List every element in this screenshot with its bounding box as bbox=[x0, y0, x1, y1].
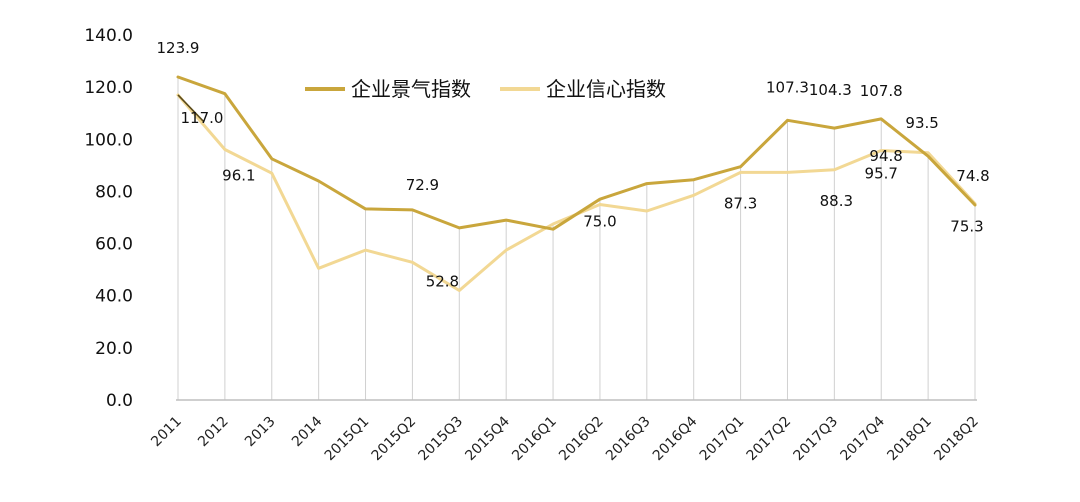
data-label: 117.0 bbox=[181, 109, 224, 127]
y-tick-label: 40.0 bbox=[95, 287, 133, 307]
y-axis: 0.0 20.0 40.0 60.0 80.0 100.0 120.0 140.0 bbox=[84, 26, 133, 411]
data-label: 75.3 bbox=[950, 218, 983, 236]
x-tick-label: 2011 bbox=[148, 414, 185, 451]
data-label: 88.3 bbox=[820, 192, 853, 210]
x-tick-label: 2017Q1 bbox=[697, 414, 748, 465]
x-tick-label: 2016Q3 bbox=[603, 414, 654, 465]
data-label: 72.9 bbox=[406, 176, 439, 194]
x-tick-label: 2017Q4 bbox=[837, 413, 888, 464]
y-tick-label: 140.0 bbox=[84, 26, 133, 46]
y-tick-label: 120.0 bbox=[84, 78, 133, 98]
legend: 企业景气指数 企业信心指数 bbox=[305, 77, 666, 101]
y-tick-label: 60.0 bbox=[95, 235, 133, 255]
label-leader-line bbox=[177, 94, 205, 123]
x-tick-label: 2015Q2 bbox=[369, 414, 420, 465]
x-tick-label: 2015Q3 bbox=[416, 414, 467, 465]
series-lines bbox=[176, 75, 977, 292]
x-axis: 2011 2012 2013 20142015Q12015Q22015Q32015Q4… bbox=[148, 399, 982, 465]
y-tick-label: 20.0 bbox=[95, 339, 133, 359]
data-label: 96.1 bbox=[222, 166, 255, 184]
data-label: 107.8 bbox=[860, 82, 903, 100]
x-tick-label: 2017Q2 bbox=[744, 414, 795, 465]
y-tick-label: 100.0 bbox=[84, 130, 133, 150]
x-tick-label: 2013 bbox=[242, 414, 279, 451]
data-labels: 123.9 117.0 96.1 72.9 52.8 75.0 107.3 104.3 107.… bbox=[157, 39, 990, 290]
x-tick-label: 2017Q3 bbox=[791, 414, 842, 465]
x-tick-label: 2015Q4 bbox=[462, 413, 513, 464]
y-tick-label: 0.0 bbox=[106, 391, 133, 411]
data-label: 123.9 bbox=[157, 39, 200, 57]
series-line-business-climate bbox=[176, 75, 977, 231]
x-tick-label: 2016Q2 bbox=[556, 414, 607, 465]
y-tick-label: 80.0 bbox=[95, 182, 133, 202]
gridlines bbox=[177, 76, 976, 400]
legend-label-business-climate: 企业景气指数 bbox=[351, 77, 471, 101]
data-label: 87.3 bbox=[724, 194, 757, 212]
data-label: 52.8 bbox=[426, 272, 459, 290]
data-label: 93.5 bbox=[905, 114, 938, 132]
data-label: 95.7 bbox=[865, 164, 898, 182]
x-tick-label: 2016Q4 bbox=[650, 413, 701, 464]
data-label: 74.8 bbox=[956, 167, 989, 185]
x-tick-label: 2015Q1 bbox=[322, 414, 373, 465]
data-label: 107.3 bbox=[766, 78, 809, 96]
data-label: 94.8 bbox=[869, 147, 902, 165]
data-label: 104.3 bbox=[809, 81, 852, 99]
data-label: 75.0 bbox=[583, 212, 616, 230]
legend-label-business-confidence: 企业信心指数 bbox=[546, 77, 666, 101]
x-tick-label: 2018Q2 bbox=[931, 414, 982, 465]
x-tick-label: 2018Q1 bbox=[884, 414, 935, 465]
x-tick-label: 2012 bbox=[195, 414, 232, 451]
x-tick-label: 2014 bbox=[289, 413, 326, 450]
x-tick-label: 2016Q1 bbox=[509, 414, 560, 465]
